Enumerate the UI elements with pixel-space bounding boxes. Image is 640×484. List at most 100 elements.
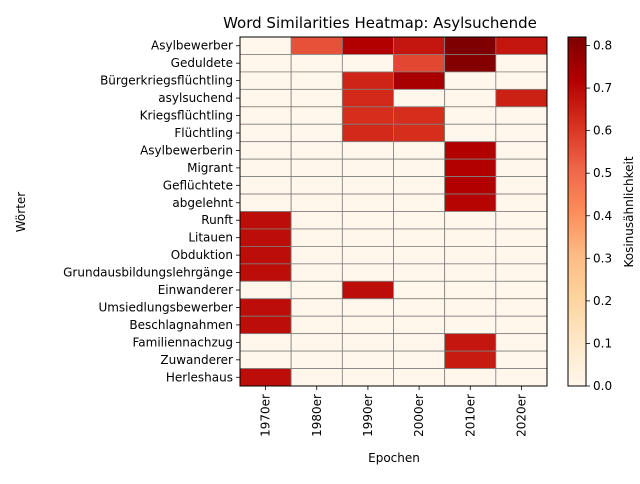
heatmap-cell	[393, 315, 446, 335]
heatmap-cell	[444, 333, 497, 352]
colorbar-label: Kosinusähnlichkeit	[622, 156, 636, 267]
heatmap-cell	[495, 263, 548, 282]
colorbar-gradient	[567, 36, 587, 387]
heatmap-cells	[239, 36, 548, 387]
y-tick-label: Geflüchtete	[163, 178, 233, 192]
heatmap-cell	[341, 211, 394, 230]
heatmap-cell	[341, 368, 394, 387]
heatmap-cell	[341, 176, 394, 195]
heatmap-cell	[239, 350, 292, 369]
heatmap-cell	[495, 280, 548, 300]
heatmap-cell	[290, 106, 343, 125]
heatmap-cell	[239, 368, 292, 387]
x-tick-labels: 1970er 1980er 1990er 2000er 2010er 2020er	[259, 386, 528, 437]
heatmap-cell	[444, 176, 497, 195]
x-tick-label: 2010er	[463, 394, 477, 437]
heatmap-cell	[290, 368, 343, 387]
heatmap-cell	[290, 193, 343, 212]
heatmap-cell	[239, 36, 292, 55]
heatmap-cell	[495, 333, 548, 352]
heatmap-cell	[393, 193, 446, 212]
y-tick-label: Umsiedlungsbewerber	[98, 300, 233, 314]
y-tick-label: Litauen	[188, 231, 233, 245]
heatmap-cell	[341, 315, 394, 335]
heatmap-cell	[341, 280, 394, 300]
heatmap-cell	[393, 123, 446, 143]
y-tick-label: asylsuchend	[158, 91, 233, 105]
x-tick-label: 1980er	[310, 394, 324, 437]
heatmap-cell	[239, 193, 292, 212]
heatmap-cell	[495, 158, 548, 177]
heatmap-cell	[239, 280, 292, 300]
heatmap-cell	[495, 54, 548, 73]
heatmap-cell	[495, 298, 548, 317]
heatmap-cell	[239, 54, 292, 73]
heatmap-cell	[239, 141, 292, 160]
y-tick-label: Bürgerkriegsflüchtling	[100, 74, 233, 88]
heatmap-cell	[341, 88, 394, 108]
heatmap-cell	[239, 263, 292, 282]
y-tick-label: Herleshaus	[166, 370, 233, 384]
heatmap-cell	[393, 54, 446, 73]
x-tick-label: 1990er	[361, 394, 375, 437]
heatmap-cell	[290, 176, 343, 195]
heatmap-cell	[290, 350, 343, 369]
heatmap-cell	[495, 193, 548, 212]
heatmap-cell	[341, 36, 394, 55]
heatmap-cell	[341, 263, 394, 282]
heatmap-cell	[341, 298, 394, 317]
heatmap-cell	[444, 350, 497, 369]
heatmap-cell	[393, 158, 446, 177]
heatmap-cell	[393, 350, 446, 369]
colorbar-tick-label: 0.2	[593, 294, 612, 308]
heatmap-cell	[444, 141, 497, 160]
colorbar-tick-label: 0.0	[593, 379, 612, 393]
x-tick-label: 2020er	[514, 394, 528, 437]
heatmap-cell	[239, 333, 292, 352]
heatmap-cell	[290, 211, 343, 230]
heatmap-cell	[444, 280, 497, 300]
heatmap-cell	[393, 228, 446, 247]
colorbar: 0.0 0.1 0.2 0.3 0.4 0.5 0.6 0.7 0.8 Kosinusähnli…	[567, 36, 636, 393]
heatmap-cell	[393, 106, 446, 125]
heatmap-cell	[290, 88, 343, 108]
heatmap-cell	[393, 333, 446, 352]
heatmap-cell	[341, 333, 394, 352]
heatmap-cell	[341, 123, 394, 143]
y-tick-label: Zuwanderer	[160, 353, 233, 367]
heatmap-cell	[444, 298, 497, 317]
heatmap-cell	[393, 88, 446, 108]
heatmap-cell	[341, 350, 394, 369]
heatmap-cell	[444, 158, 497, 177]
heatmap-cell	[341, 245, 394, 265]
x-axis-label: Epochen	[368, 451, 420, 465]
y-tick-label: Runft	[201, 213, 233, 227]
heatmap-cell	[393, 298, 446, 317]
y-tick-label: Grundausbildungslehrgänge	[63, 266, 233, 280]
heatmap-cell	[444, 263, 497, 282]
heatmap-cell	[393, 368, 446, 387]
colorbar-tick-label: 0.3	[593, 251, 612, 265]
colorbar-tick-label: 0.4	[593, 209, 612, 223]
heatmap-cell	[495, 211, 548, 230]
x-tick-label: 2000er	[412, 394, 426, 437]
heatmap-cell	[341, 106, 394, 125]
colorbar-tick-label: 0.8	[593, 39, 612, 53]
heatmap-cell	[239, 245, 292, 265]
heatmap-cell	[239, 158, 292, 177]
heatmap-cell	[341, 71, 394, 90]
heatmap-cell	[290, 333, 343, 352]
colorbar-tick-label: 0.7	[593, 81, 612, 95]
y-tick-label: abgelehnt	[172, 196, 233, 210]
y-tick-label: Geduldete	[171, 56, 233, 70]
heatmap-cell	[444, 88, 497, 108]
heatmap-cell	[495, 228, 548, 247]
heatmap-cell	[290, 298, 343, 317]
y-tick-label: Flüchtling	[174, 126, 233, 140]
heatmap-cell	[393, 263, 446, 282]
heatmap-cell	[393, 176, 446, 195]
heatmap-cell	[495, 141, 548, 160]
heatmap-cell	[444, 106, 497, 125]
heatmap-cell	[290, 315, 343, 335]
